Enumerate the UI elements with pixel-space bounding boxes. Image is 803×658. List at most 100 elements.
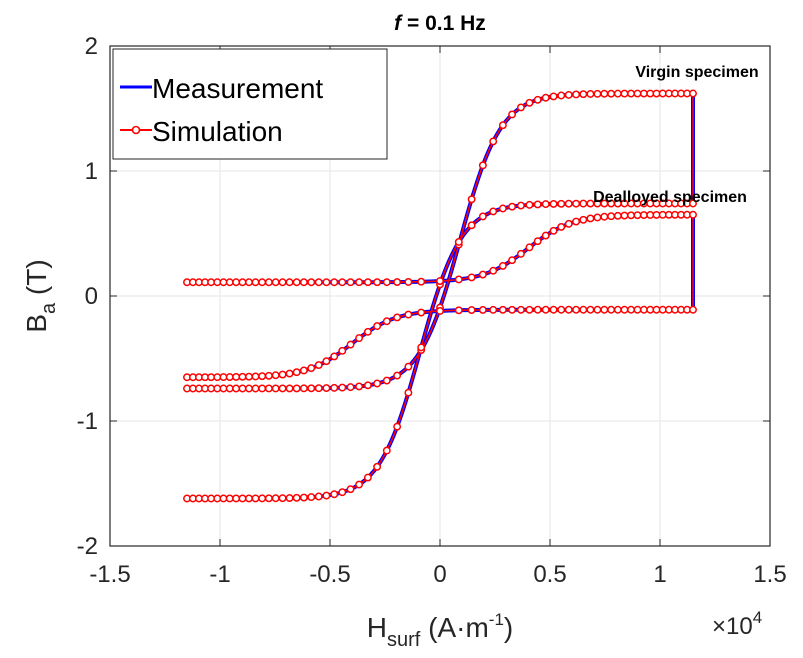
x-tick-label: 1.5 xyxy=(753,561,786,588)
simulation-marker xyxy=(579,305,588,314)
simulation-marker xyxy=(251,384,260,393)
simulation-marker xyxy=(285,384,294,393)
simulation-marker xyxy=(646,305,655,314)
simulation-marker xyxy=(557,199,566,208)
simulation-marker xyxy=(225,494,234,503)
x-axis-label-unit: (A·m xyxy=(420,612,488,643)
simulation-marker xyxy=(586,90,595,98)
x-axis-multiplier: ×104 xyxy=(712,608,762,640)
simulation-marker xyxy=(404,278,413,286)
simulation-marker xyxy=(292,384,301,393)
simulation-marker xyxy=(508,202,517,211)
simulation-marker xyxy=(299,366,308,375)
simulation-marker xyxy=(533,305,542,314)
y-tick-label: -1 xyxy=(77,408,98,435)
simulation-marker xyxy=(467,221,476,230)
simulation-marker xyxy=(404,310,413,319)
simulation-marker xyxy=(564,305,573,314)
title-frequency-value: = 0.1 Hz xyxy=(401,12,486,35)
simulation-marker xyxy=(307,278,316,287)
simulation-marker xyxy=(404,388,413,397)
y-tick-label: -2 xyxy=(77,533,98,560)
simulation-marker xyxy=(557,305,566,314)
simulation-marker xyxy=(292,278,301,287)
simulation-marker xyxy=(322,384,331,393)
simulation-marker xyxy=(271,494,280,503)
simulation-marker xyxy=(363,473,372,482)
simulation-marker xyxy=(652,305,661,314)
simulation-marker xyxy=(314,384,323,393)
simulation-marker xyxy=(238,494,247,503)
x-tick-label: 1 xyxy=(653,561,666,588)
simulation-marker xyxy=(508,256,517,265)
simulation-marker xyxy=(373,322,382,331)
simulation-marker xyxy=(533,237,542,246)
simulation-marker xyxy=(299,278,308,287)
simulation-marker xyxy=(600,305,609,314)
simulation-marker xyxy=(478,212,487,221)
simulation-marker xyxy=(689,199,697,208)
simulation-marker xyxy=(533,95,542,104)
simulation-marker xyxy=(330,383,339,392)
simulation-marker xyxy=(285,494,294,502)
simulation-marker xyxy=(285,369,294,378)
simulation-marker xyxy=(627,211,635,220)
simulation-marker xyxy=(232,278,241,287)
x-axis-label-subscript: surf xyxy=(387,629,421,651)
simulation-marker xyxy=(478,305,487,314)
simulation-marker xyxy=(436,307,444,315)
simulation-marker xyxy=(498,121,507,130)
simulation-marker xyxy=(299,384,308,393)
simulation-marker xyxy=(489,305,498,314)
simulation-marker xyxy=(572,217,581,226)
simulation-marker xyxy=(646,211,655,219)
simulation-marker xyxy=(238,278,247,287)
simulation-marker xyxy=(373,278,382,287)
simulation-marker xyxy=(278,278,287,287)
simulation-marker xyxy=(633,211,642,220)
simulation-marker xyxy=(330,490,339,499)
legend-simulation-marker xyxy=(131,125,141,135)
simulation-marker xyxy=(593,213,602,222)
simulation-marker xyxy=(646,89,655,98)
simulation-marker xyxy=(258,494,267,503)
simulation-marker xyxy=(225,373,234,381)
simulation-marker xyxy=(572,305,581,314)
simulation-marker xyxy=(454,275,463,284)
simulation-marker xyxy=(264,384,273,393)
simulation-marker xyxy=(258,278,267,287)
simulation-marker xyxy=(579,215,588,224)
simulation-marker xyxy=(498,305,507,314)
simulation-marker xyxy=(600,212,609,221)
simulation-marker xyxy=(278,370,287,379)
simulation-marker xyxy=(633,89,642,98)
simulation-marker xyxy=(363,278,372,287)
simulation-marker xyxy=(219,494,228,503)
simulation-marker xyxy=(613,211,622,220)
simulation-marker xyxy=(572,90,581,99)
simulation-marker xyxy=(652,210,661,219)
simulation-marker xyxy=(454,238,463,246)
legend-box xyxy=(112,48,388,160)
y-tick-label: 0 xyxy=(85,283,98,310)
simulation-marker xyxy=(393,278,402,287)
x-tick-label: -1.5 xyxy=(89,561,130,588)
simulation-marker xyxy=(322,491,331,500)
simulation-marker xyxy=(251,494,260,503)
simulation-marker xyxy=(525,98,534,107)
simulation-marker xyxy=(549,92,558,101)
y-axis-label-unit: (T) xyxy=(21,259,52,303)
x-tick-label: -0.5 xyxy=(309,561,350,588)
simulation-marker xyxy=(516,305,525,314)
simulation-marker xyxy=(489,266,498,275)
simulation-marker xyxy=(238,384,247,393)
simulation-marker xyxy=(564,199,573,208)
y-tick-label: 2 xyxy=(85,33,98,60)
annotation-dealloyed-specimen: Dealloyed specimen xyxy=(593,189,747,206)
simulation-marker xyxy=(508,110,517,119)
title-frequency-symbol: f xyxy=(394,12,403,35)
legend-simulation-label: Simulation xyxy=(152,116,283,147)
simulation-marker xyxy=(593,89,602,98)
simulation-marker xyxy=(245,494,253,503)
simulation-marker xyxy=(219,278,228,287)
